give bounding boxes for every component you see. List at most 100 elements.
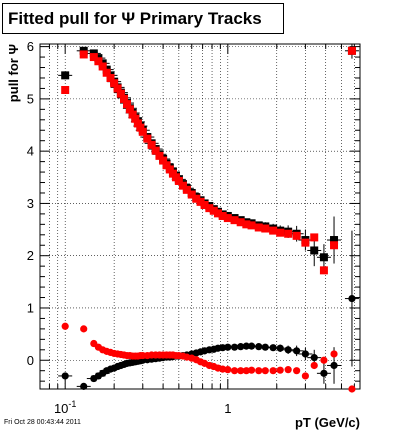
- data-point: [61, 372, 69, 380]
- data-point: [255, 343, 263, 351]
- data-point: [224, 366, 232, 374]
- data-point: [330, 236, 339, 245]
- data-point: [319, 253, 328, 262]
- data-point: [330, 241, 339, 250]
- data-point: [310, 361, 318, 370]
- data-point: [276, 344, 284, 352]
- data-point: [120, 94, 129, 103]
- data-point: [174, 176, 183, 185]
- data-point: [110, 79, 119, 88]
- data-point: [136, 123, 145, 132]
- data-point: [348, 385, 356, 393]
- data-point: [242, 220, 251, 229]
- data-point: [236, 218, 245, 227]
- data-point: [284, 346, 292, 354]
- data-point: [205, 204, 214, 213]
- data-point: [178, 181, 187, 190]
- series-1: [61, 46, 356, 275]
- data-point: [159, 156, 168, 165]
- data-point: [223, 214, 232, 223]
- data-point: [155, 151, 164, 160]
- data-point: [98, 62, 107, 71]
- data-points: [58, 44, 359, 393]
- data-point: [192, 194, 201, 203]
- data-point: [347, 46, 356, 55]
- data-point: [269, 226, 278, 235]
- data-point: [125, 105, 134, 114]
- timestamp: Fri Oct 28 00:43:44 2011: [4, 419, 81, 426]
- data-point: [320, 369, 328, 377]
- data-point: [133, 119, 142, 128]
- data-point: [301, 238, 310, 247]
- data-point: [94, 57, 103, 66]
- data-point: [131, 114, 140, 123]
- data-point: [293, 367, 301, 375]
- x-tick-label: 1: [224, 401, 231, 416]
- data-point: [261, 224, 270, 233]
- data-point: [261, 343, 269, 351]
- data-point: [143, 134, 152, 143]
- data-point: [187, 190, 196, 199]
- data-point: [196, 197, 205, 206]
- data-point: [237, 343, 245, 351]
- data-point: [162, 161, 171, 170]
- data-point: [330, 350, 338, 358]
- data-point: [269, 367, 277, 375]
- data-point: [80, 382, 88, 390]
- data-point: [61, 71, 70, 80]
- data-point: [89, 53, 98, 62]
- data-point: [242, 367, 250, 375]
- data-point: [102, 68, 111, 77]
- data-point: [230, 367, 239, 375]
- data-point: [310, 354, 318, 362]
- data-point: [348, 294, 356, 303]
- data-point: [218, 211, 227, 220]
- data-point: [276, 366, 284, 374]
- tick-labels: 0 1 2 3 4 5 6 10-1 1: [27, 39, 232, 416]
- x-tick-label: 10-1: [54, 399, 76, 416]
- data-point: [106, 73, 115, 82]
- data-point: [293, 347, 301, 355]
- y-tick-label: 6: [27, 39, 34, 54]
- data-point: [116, 89, 125, 98]
- data-point: [261, 367, 269, 375]
- data-point: [247, 221, 256, 230]
- data-point: [247, 366, 256, 374]
- y-tick-label: 5: [27, 91, 34, 106]
- data-point: [247, 342, 256, 350]
- chart-title: Fitted pull for Ψ Primary Tracks: [2, 3, 284, 34]
- data-point: [128, 110, 137, 119]
- y-tick-label: 3: [27, 196, 34, 211]
- data-point: [276, 228, 285, 237]
- data-point: [213, 209, 222, 218]
- data-point: [310, 246, 319, 255]
- data-point: [284, 229, 293, 238]
- y-axis-label: pull for Ψ: [6, 44, 21, 102]
- data-point: [138, 127, 147, 136]
- y-tick-label: 4: [27, 144, 34, 159]
- data-point: [320, 356, 328, 364]
- y-tick-label: 0: [27, 353, 34, 368]
- data-point: [330, 361, 338, 370]
- y-tick-label: 2: [27, 248, 34, 263]
- data-point: [301, 350, 309, 358]
- data-point: [113, 84, 122, 93]
- data-point: [237, 367, 245, 375]
- grid: [39, 44, 360, 389]
- series-3: [61, 322, 356, 393]
- data-point: [310, 233, 319, 242]
- data-point: [230, 343, 239, 351]
- data-point: [255, 367, 263, 375]
- data-point: [147, 140, 156, 149]
- data-point: [284, 366, 292, 374]
- data-point: [165, 165, 174, 174]
- data-point: [301, 372, 309, 380]
- data-point: [254, 223, 263, 232]
- data-point: [151, 146, 160, 155]
- data-point: [61, 322, 69, 330]
- data-point: [230, 216, 239, 225]
- x-axis-label: pT (GeV/c): [295, 415, 360, 430]
- data-point: [292, 231, 301, 240]
- axis-ticks: [39, 44, 360, 389]
